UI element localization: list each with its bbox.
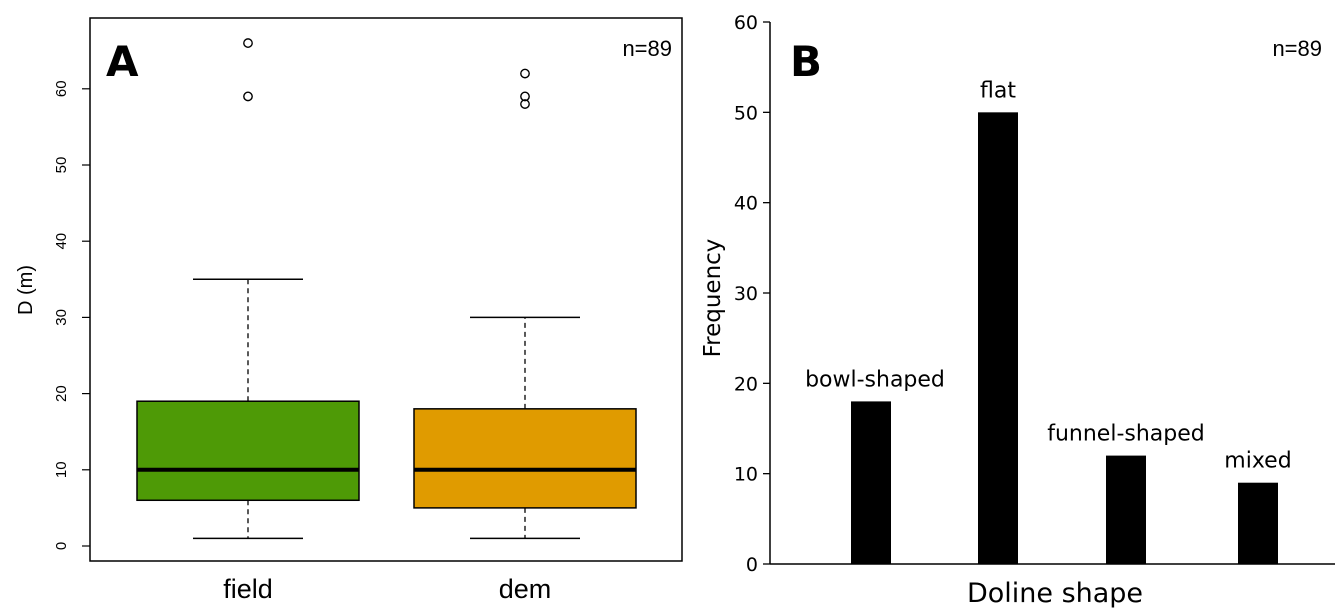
bar-label-mixed: mixed xyxy=(1224,449,1291,474)
y-tick-label-50: 50 xyxy=(53,157,70,174)
x-tick-label-field: field xyxy=(223,574,273,604)
y-tick-label-20: 20 xyxy=(53,385,70,402)
panel-b-ylabel: Frequency xyxy=(700,239,726,358)
bar-label-flat: flat xyxy=(980,78,1016,103)
y-tick-label-40: 40 xyxy=(53,233,70,250)
iqr-box-dem xyxy=(413,408,637,509)
bar-bowl-shaped xyxy=(851,401,891,564)
y-tick-label-50: 50 xyxy=(734,102,758,124)
panel-b-barchart: B n=89 Frequency Doline shape 0 10 20 30 40 5… xyxy=(700,12,1335,609)
y-tick-label-10: 10 xyxy=(53,461,70,478)
box-field xyxy=(136,38,360,540)
panel-a-plot-frame xyxy=(89,17,683,562)
panel-a-boxes xyxy=(136,38,637,540)
y-tick-label-10: 10 xyxy=(734,464,758,486)
y-tick-label-30: 30 xyxy=(734,283,758,305)
y-tick-label-30: 30 xyxy=(53,309,70,326)
bar-label-bowl-shaped: bowl-shaped xyxy=(805,367,945,392)
panel-a-y-axis: 0 10 20 30 40 50 60 xyxy=(53,80,90,550)
y-tick-label-0: 0 xyxy=(746,554,758,576)
y-tick-label-0: 0 xyxy=(53,542,70,550)
panel-a-ylabel: D (m) xyxy=(15,265,37,315)
outlier-point-dem-0 xyxy=(520,99,530,109)
outlier-point-dem-2 xyxy=(520,68,530,79)
bar-mixed xyxy=(1238,482,1278,564)
bar-funnel-shaped xyxy=(1106,455,1146,564)
outlier-point-field-0 xyxy=(243,91,253,102)
bar-flat xyxy=(978,112,1018,564)
outlier-point-dem-1 xyxy=(520,91,530,102)
panel-b-bars xyxy=(851,112,1278,564)
panel-b-bar-labels: bowl-shaped flat funnel-shaped mixed xyxy=(805,78,1292,473)
panel-b-label: B xyxy=(790,37,822,86)
iqr-box-field xyxy=(136,400,360,502)
panel-b-xlabel: Doline shape xyxy=(967,578,1143,609)
panel-a-x-tick-labels: field dem xyxy=(223,574,551,604)
y-tick-label-20: 20 xyxy=(734,373,758,395)
bar-label-funnel-shaped: funnel-shaped xyxy=(1047,422,1205,447)
box-dem xyxy=(413,68,637,540)
outlier-point-field-1 xyxy=(243,38,253,48)
panel-b-annotation: n=89 xyxy=(1272,36,1322,61)
panel-a-label: A xyxy=(106,37,139,86)
y-tick-label-60: 60 xyxy=(53,80,70,97)
panel-a-boxplot: A n=89 D (m) 0 10 20 30 40 50 60 field dem xyxy=(15,17,683,604)
y-tick-label-40: 40 xyxy=(734,193,758,215)
panel-a-annotation: n=89 xyxy=(622,36,672,61)
y-tick-label-60: 60 xyxy=(734,12,758,34)
x-tick-label-dem: dem xyxy=(499,574,552,604)
